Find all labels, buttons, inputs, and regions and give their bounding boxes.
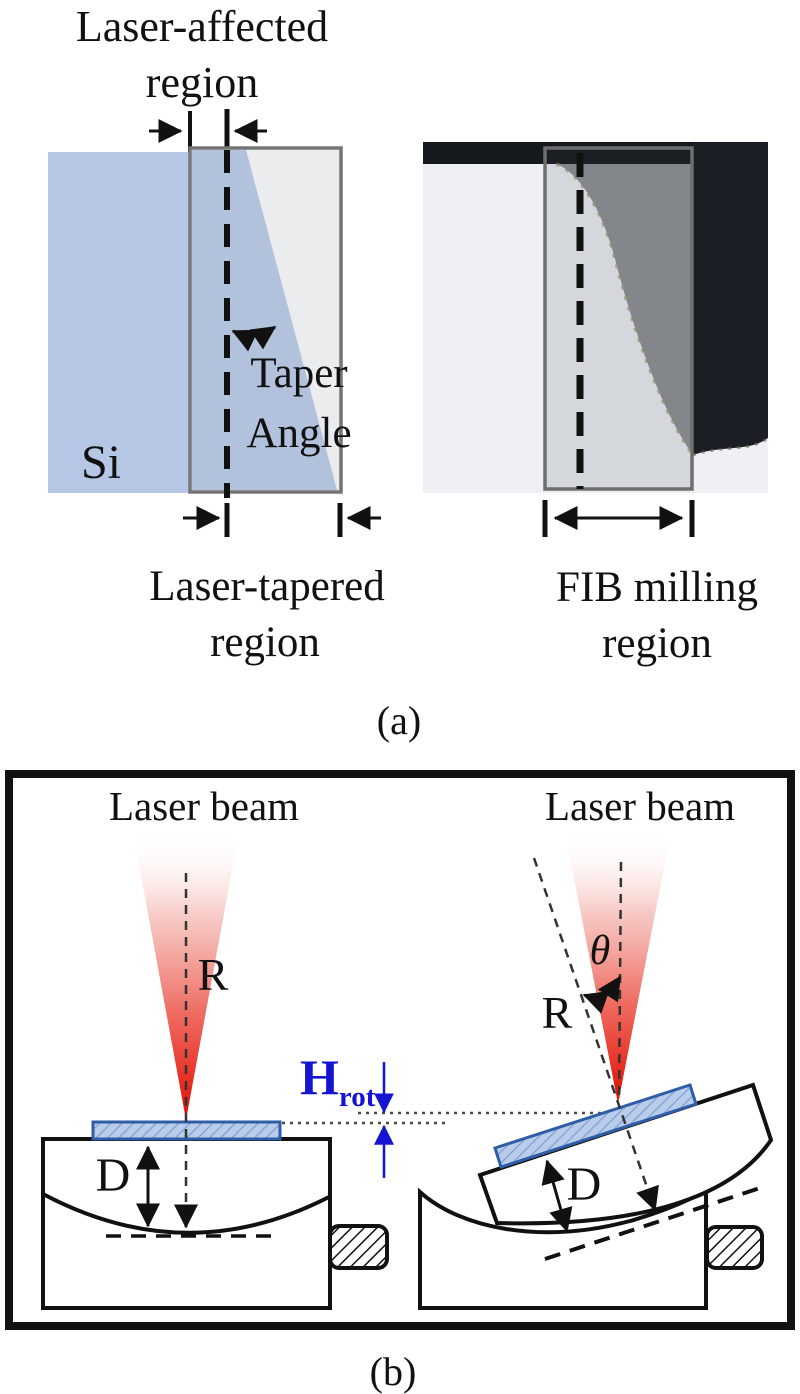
laser-affected-dimension (149, 109, 267, 152)
fib-dimension (542, 500, 695, 537)
panel-b-label: (b) (370, 1349, 417, 1394)
rotated-axis-dashed-right (532, 857, 650, 1191)
fib-label-line2: region (602, 620, 712, 667)
fib-label-line1: FIB milling (556, 564, 758, 611)
panel-a-label: (a) (377, 698, 421, 743)
taper-angle-label-line2: Angle (246, 410, 351, 457)
stage-knob-left (328, 1224, 389, 1270)
stage-knob-right (705, 1225, 764, 1270)
laser-beam-label-right: Laser beam (545, 783, 735, 829)
taper-angle-arrow (231, 325, 277, 352)
micrograph (423, 142, 769, 493)
laser-tapered-dimension (183, 503, 381, 537)
laser-tapered-label-line2: region (210, 619, 320, 666)
depth-arrow-right (541, 1159, 573, 1233)
sample-right (493, 1083, 698, 1169)
milled-gray-region (556, 164, 693, 455)
si-region (48, 152, 190, 493)
laser-tapered-box-border (188, 146, 343, 494)
laser-tapered-label-line1: Laser-tapered (149, 563, 384, 610)
micrograph-black-column (693, 142, 768, 455)
panel-a: Laser-affected region Taper Angle Si Las… (48, 2, 769, 743)
stage-concave-arc-left (42, 1192, 330, 1235)
theta-angle-arrow (582, 975, 622, 1014)
laser-cone-right (565, 832, 671, 1104)
si-label: Si (81, 436, 121, 489)
taper-angle-label-line1: Taper (250, 350, 347, 397)
panel-b: Laser beam R D Hrot Laser beam θ R D (5, 770, 795, 1394)
theta-label: θ (590, 928, 611, 974)
r-label-right: R (542, 987, 573, 1038)
milled-edge-debris (555, 162, 695, 457)
r-label-left: R (198, 949, 229, 1000)
hrot-label: Hrot (300, 1049, 376, 1113)
d-label-left: D (96, 1149, 131, 1202)
laser-beam-label-left: Laser beam (109, 783, 299, 829)
laser-affected-title-line2: region (146, 58, 258, 107)
laser-affected-title-line1: Laser-affected (76, 2, 328, 51)
d-label-right: D (567, 1158, 602, 1211)
fib-overlay-box (543, 146, 694, 491)
rotated-axis-arrow-right (636, 1184, 659, 1212)
tangent-dashed-right (544, 1185, 764, 1261)
